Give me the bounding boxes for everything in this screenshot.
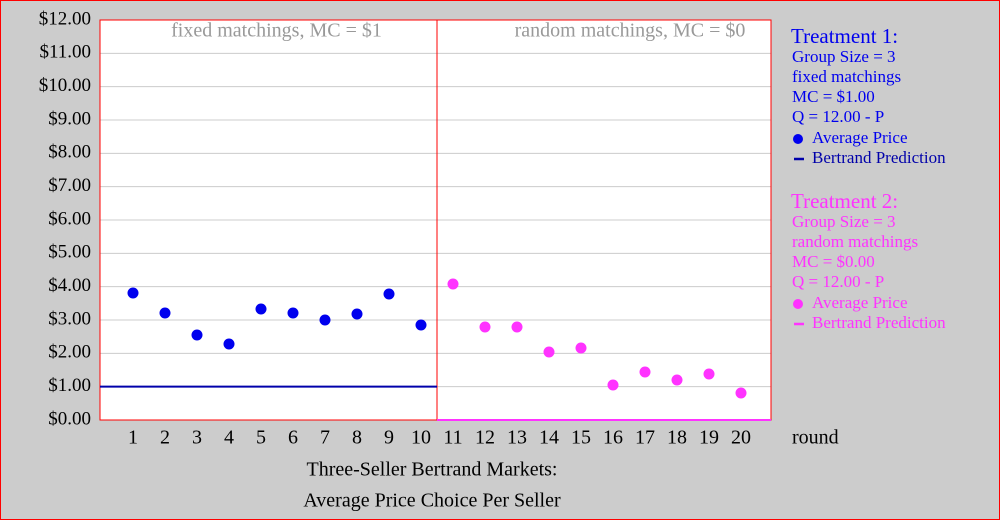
x-tick-label: 8	[352, 427, 362, 449]
x-tick-label: 17	[635, 427, 655, 449]
x-tick-label: 3	[192, 427, 202, 449]
y-tick-label: $6.00	[48, 208, 91, 229]
legend-marker	[793, 299, 803, 309]
data-point	[543, 346, 555, 358]
y-tick-label: $2.00	[48, 342, 91, 363]
data-point	[703, 368, 715, 380]
y-tick-label: $1.00	[48, 375, 91, 396]
data-point	[479, 321, 491, 333]
legend-detail: Group Size = 3	[792, 212, 896, 231]
x-tick-label: 11	[443, 427, 462, 449]
y-tick-label: $8.00	[48, 142, 91, 163]
x-tick-label: 14	[539, 427, 559, 449]
data-point	[223, 338, 235, 350]
x-tick-label: 12	[475, 427, 495, 449]
x-tick-label: 2	[160, 427, 170, 449]
x-tick-label: 4	[224, 427, 234, 449]
data-point	[671, 374, 683, 386]
y-tick-label: $0.00	[48, 408, 91, 429]
panel-title: random matchings, MC = $0	[515, 20, 746, 42]
legend-label: Bertrand Prediction	[812, 313, 946, 332]
x-tick-label: 20	[731, 427, 751, 449]
legend-title: Treatment 1:	[791, 24, 898, 48]
legend-detail: Q = 12.00 - P	[792, 107, 884, 126]
plot-border	[99, 19, 772, 421]
data-point	[735, 387, 747, 399]
panel-title: fixed matchings, MC = $1	[171, 20, 382, 42]
y-tick-label: $5.00	[48, 242, 91, 263]
data-point	[415, 319, 427, 331]
x-tick-label: 15	[571, 427, 591, 449]
data-point	[607, 379, 619, 391]
x-tick-label: 1	[128, 427, 138, 449]
legend-detail: Q = 12.00 - P	[792, 272, 884, 291]
y-tick-label: $3.00	[48, 308, 91, 329]
x-tick-label: 6	[288, 427, 298, 449]
data-point	[351, 308, 363, 320]
legend-label: Bertrand Prediction	[812, 148, 946, 167]
data-point	[575, 342, 587, 354]
x-tick-label: 13	[507, 427, 527, 449]
x-tick-label: 19	[699, 427, 719, 449]
x-tick-label: 7	[320, 427, 330, 449]
y-tick-label: $11.00	[39, 42, 91, 63]
legend-label: Average Price	[812, 128, 908, 147]
x-tick-label: 9	[384, 427, 394, 449]
chart-title: Three-Seller Bertrand Markets:	[306, 459, 557, 481]
y-tick-label: $7.00	[48, 175, 91, 196]
data-point	[191, 329, 203, 341]
legend-detail: MC = $1.00	[792, 87, 875, 106]
legend-title: Treatment 2:	[791, 189, 898, 213]
x-tick-label: 10	[411, 427, 431, 449]
y-tick-label: $4.00	[48, 275, 91, 296]
legend-label: Average Price	[812, 293, 908, 312]
data-point	[639, 366, 651, 378]
data-point	[287, 307, 299, 319]
x-tick-label: 5	[256, 427, 266, 449]
data-point	[159, 307, 171, 319]
data-point	[319, 314, 331, 326]
data-point	[255, 303, 267, 315]
data-point	[511, 321, 523, 333]
legend-detail: fixed matchings	[792, 67, 901, 86]
x-tick-label: 16	[603, 427, 623, 449]
y-tick-label: $9.00	[48, 108, 91, 129]
legend-detail: random matchings	[792, 232, 918, 251]
legend-detail: Group Size = 3	[792, 47, 896, 66]
data-point	[447, 278, 459, 290]
legend-marker	[793, 134, 803, 144]
data-point	[383, 288, 395, 300]
chart-title: Average Price Choice Per Seller	[303, 490, 561, 512]
legend-detail: MC = $0.00	[792, 252, 875, 271]
x-axis-label: round	[792, 427, 839, 449]
y-tick-label: $10.00	[39, 75, 91, 96]
data-point	[127, 287, 139, 299]
x-tick-label: 18	[667, 427, 687, 449]
y-tick-label: $12.00	[39, 8, 91, 29]
